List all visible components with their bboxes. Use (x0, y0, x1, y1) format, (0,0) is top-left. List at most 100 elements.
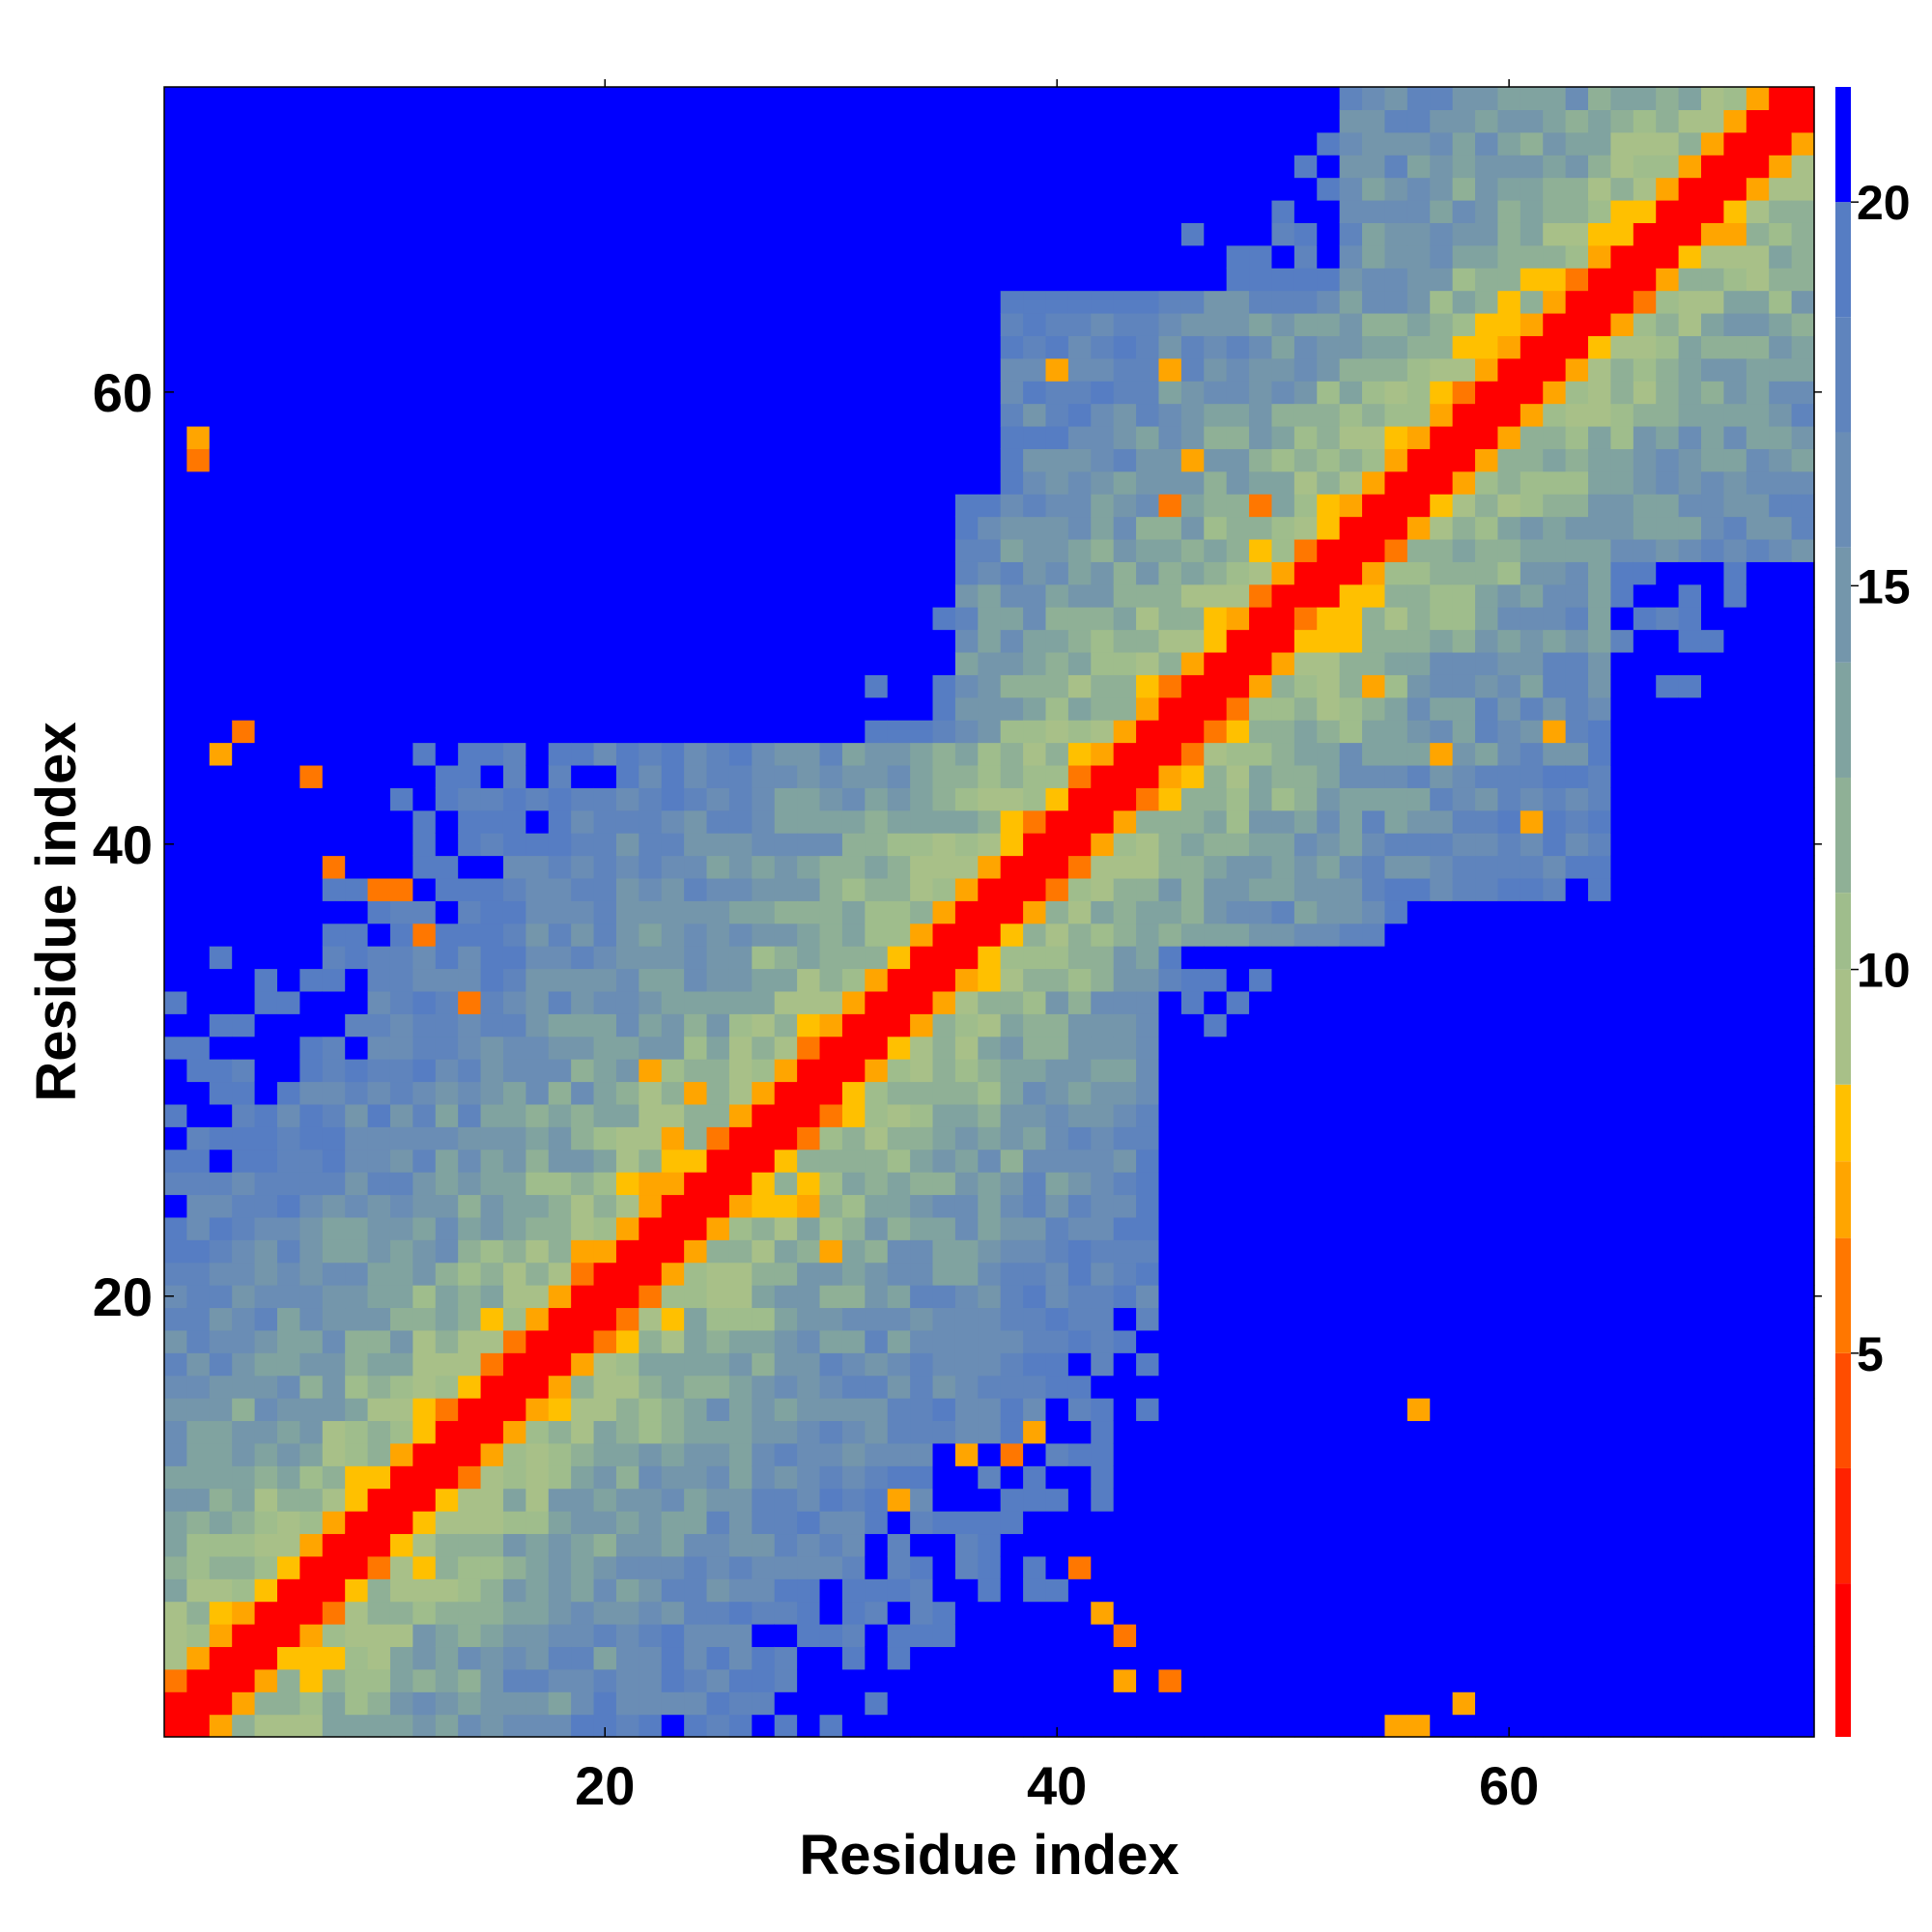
heatmap-cell (322, 1442, 346, 1466)
heatmap-cell (186, 1578, 211, 1603)
heatmap-cell (322, 810, 346, 834)
heatmap-cell (1023, 561, 1047, 585)
heatmap-cell (571, 855, 595, 879)
heatmap-cell (1271, 1059, 1295, 1083)
heatmap-cell (571, 946, 595, 970)
heatmap-cell (1543, 1375, 1567, 1399)
heatmap-cell (1565, 833, 1589, 857)
heatmap-cell (1045, 1126, 1069, 1151)
heatmap-cell (1293, 1103, 1318, 1127)
heatmap-cell (1136, 1533, 1160, 1557)
heatmap-cell (819, 1714, 843, 1738)
heatmap-cell (1249, 1036, 1273, 1060)
heatmap-cell (1384, 674, 1408, 698)
heatmap-cell (322, 1149, 346, 1173)
heatmap-cell (661, 1442, 685, 1466)
heatmap-cell (1045, 1059, 1069, 1083)
heatmap-cell (502, 1352, 526, 1377)
heatmap-cell (1067, 833, 1092, 857)
heatmap-cell (1091, 538, 1115, 562)
heatmap-cell (841, 764, 866, 788)
heatmap-cell (1249, 177, 1273, 201)
heatmap-cell (548, 561, 572, 585)
heatmap-cell (345, 448, 369, 472)
heatmap-cell (1475, 1714, 1499, 1738)
heatmap-cell (774, 1081, 798, 1105)
heatmap-cell (412, 1307, 437, 1331)
heatmap-cell (887, 1307, 911, 1331)
heatmap-cell (1610, 1375, 1634, 1399)
heatmap-cell (435, 177, 459, 201)
heatmap-cell (254, 900, 278, 924)
heatmap-cell (1339, 290, 1363, 314)
heatmap-cell (593, 1262, 617, 1286)
heatmap-cell (1158, 268, 1182, 292)
heatmap-cell (435, 1172, 459, 1196)
heatmap-cell (1091, 109, 1115, 133)
heatmap-cell (1520, 629, 1544, 653)
heatmap-cell (1588, 1126, 1612, 1151)
heatmap-cell (367, 1601, 391, 1625)
heatmap-cell (186, 470, 211, 495)
heatmap-cell (1475, 651, 1499, 675)
heatmap-cell (661, 629, 685, 653)
heatmap-cell (865, 1646, 889, 1670)
heatmap-cell (1339, 651, 1363, 675)
heatmap-cell (1475, 1601, 1499, 1625)
heatmap-cell (841, 1194, 866, 1218)
heatmap-cell (209, 244, 233, 269)
heatmap-cell (1633, 1555, 1657, 1579)
heatmap-cell (1520, 1601, 1544, 1625)
heatmap-cell (1023, 629, 1047, 653)
heatmap-cell (412, 1036, 437, 1060)
heatmap-cell (1180, 1172, 1205, 1196)
heatmap-cell (954, 696, 979, 721)
heatmap-cell (615, 1488, 639, 1512)
heatmap-cell (1339, 470, 1363, 495)
heatmap-cell (1452, 1488, 1476, 1512)
heatmap-cell (1452, 381, 1476, 405)
heatmap-cell (1656, 1126, 1680, 1151)
heatmap-cell (797, 1714, 821, 1738)
heatmap-cell (1000, 1262, 1024, 1286)
heatmap-cell (254, 357, 278, 382)
heatmap-cell (1452, 674, 1476, 698)
heatmap-cell (1452, 877, 1476, 901)
heatmap-cell (1339, 199, 1363, 223)
heatmap-cell (1113, 1511, 1137, 1535)
heatmap-cell (1362, 720, 1386, 744)
heatmap-cell (571, 810, 595, 834)
heatmap-cell (1565, 516, 1589, 540)
heatmap-cell (1430, 244, 1454, 269)
heatmap-cell (1226, 357, 1250, 382)
heatmap-cell (797, 1172, 821, 1196)
heatmap-cell (593, 900, 617, 924)
heatmap-cell (887, 131, 911, 156)
heatmap-cell (299, 1036, 324, 1060)
heatmap-cell (345, 674, 369, 698)
heatmap-cell (232, 1624, 256, 1648)
heatmap-cell (615, 1714, 639, 1738)
heatmap-cell (1610, 1646, 1634, 1670)
heatmap-cell (1204, 335, 1228, 359)
heatmap-cell (819, 268, 843, 292)
heatmap-cell (232, 425, 256, 449)
heatmap-cell (1091, 1465, 1115, 1490)
heatmap-cell (1406, 877, 1431, 901)
heatmap-cell (412, 1668, 437, 1692)
heatmap-cell (435, 651, 459, 675)
heatmap-cell (684, 1081, 708, 1105)
heatmap-cell (1497, 1442, 1521, 1466)
heatmap-cell (706, 403, 730, 427)
heatmap-cell (932, 1149, 956, 1173)
heatmap-cell (1317, 1555, 1341, 1579)
heatmap-cell (1023, 1555, 1047, 1579)
heatmap-cell (1475, 268, 1499, 292)
heatmap-cell (1678, 448, 1702, 472)
heatmap-cell (1362, 833, 1386, 857)
heatmap-cell (1565, 1398, 1589, 1422)
heatmap-cell (865, 516, 889, 540)
heatmap-cell (752, 855, 776, 879)
heatmap-cell (887, 1262, 911, 1286)
heatmap-cell (412, 290, 437, 314)
